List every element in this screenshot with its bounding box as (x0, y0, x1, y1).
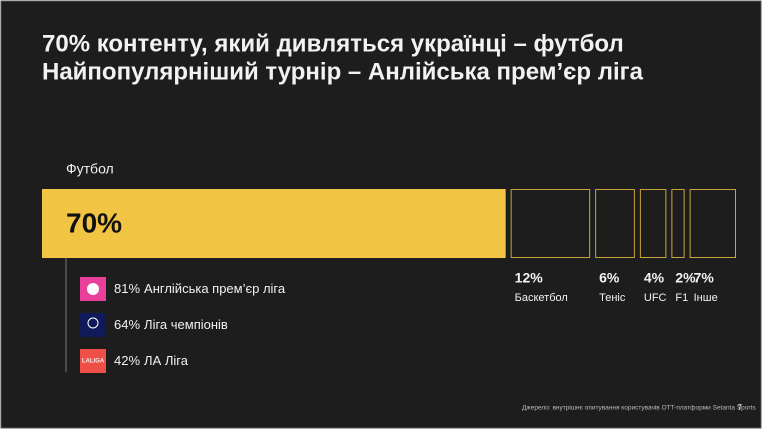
category-label: Футбол (66, 161, 114, 177)
value-label: 7% (694, 270, 715, 286)
laliga-logo: LALIGA (80, 349, 106, 373)
category-label: Інше (694, 292, 718, 304)
category-label: Баскетбол (515, 292, 568, 304)
category-label: Теніс (599, 292, 626, 304)
breakdown-item: 81% Англійська прем’єр ліга (114, 281, 286, 296)
value-label: 70% (66, 207, 122, 238)
item-name: Ліга чемпіонів (144, 317, 228, 332)
breakdown-item: 64% Ліга чемпіонів (114, 317, 228, 332)
bar (689, 189, 737, 258)
item-percent: 81% (114, 281, 140, 296)
value-label: 2% (675, 270, 696, 286)
breakdown-item: 42% ЛА Ліга (114, 353, 189, 368)
bar (510, 189, 591, 258)
page-number: 7 (738, 403, 743, 412)
category-label: UFC (644, 292, 667, 304)
bar (595, 189, 635, 258)
category-label: F1 (675, 292, 688, 304)
pl-logo (80, 277, 106, 301)
subtitle: Найпопулярніший турнір – Анлійська прем’… (42, 58, 644, 85)
value-label: 4% (644, 270, 665, 286)
item-percent: 64% (114, 317, 140, 332)
value-label: 6% (599, 270, 620, 286)
bar (639, 189, 667, 258)
ucl-logo (80, 313, 106, 337)
title: 70% контенту, який дивляться українці – … (42, 30, 624, 57)
source: Джерело: внутрішнє опитування користувач… (522, 404, 756, 412)
bar (42, 189, 506, 258)
item-name: ЛА Ліга (144, 353, 189, 368)
item-percent: 42% (114, 353, 140, 368)
item-name: Англійська прем’єр ліга (144, 281, 286, 296)
value-label: 12% (515, 270, 544, 286)
bar (671, 189, 685, 258)
logo-text: LALIGA (82, 359, 105, 365)
